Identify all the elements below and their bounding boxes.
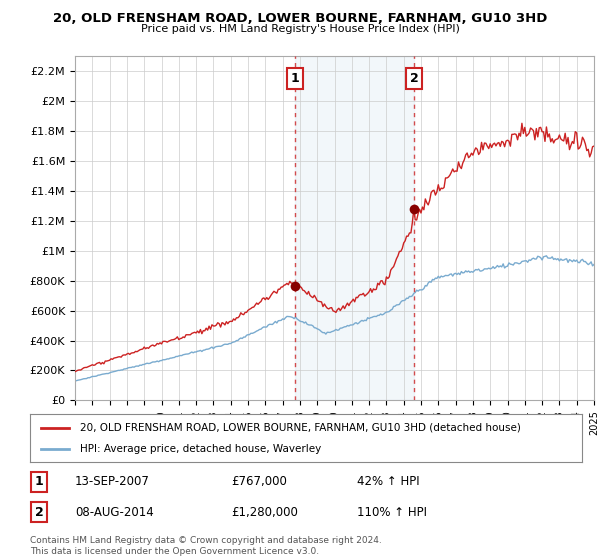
Text: Price paid vs. HM Land Registry's House Price Index (HPI): Price paid vs. HM Land Registry's House … [140,24,460,34]
Text: 2: 2 [410,72,418,85]
Text: Contains HM Land Registry data © Crown copyright and database right 2024.
This d: Contains HM Land Registry data © Crown c… [30,536,382,556]
Text: £1,280,000: £1,280,000 [231,506,298,519]
Text: 1: 1 [290,72,299,85]
Text: 20, OLD FRENSHAM ROAD, LOWER BOURNE, FARNHAM, GU10 3HD (detached house): 20, OLD FRENSHAM ROAD, LOWER BOURNE, FAR… [80,423,521,433]
Text: 42% ↑ HPI: 42% ↑ HPI [357,475,419,488]
Text: 110% ↑ HPI: 110% ↑ HPI [357,506,427,519]
Bar [295,56,414,400]
Text: 20, OLD FRENSHAM ROAD, LOWER BOURNE, FARNHAM, GU10 3HD: 20, OLD FRENSHAM ROAD, LOWER BOURNE, FAR… [53,12,547,25]
Text: 08-AUG-2014: 08-AUG-2014 [75,506,154,519]
Text: HPI: Average price, detached house, Waverley: HPI: Average price, detached house, Wave… [80,444,321,454]
Text: 2: 2 [35,506,43,519]
Text: 13-SEP-2007: 13-SEP-2007 [75,475,150,488]
Text: £767,000: £767,000 [231,475,287,488]
Text: 1: 1 [35,475,43,488]
